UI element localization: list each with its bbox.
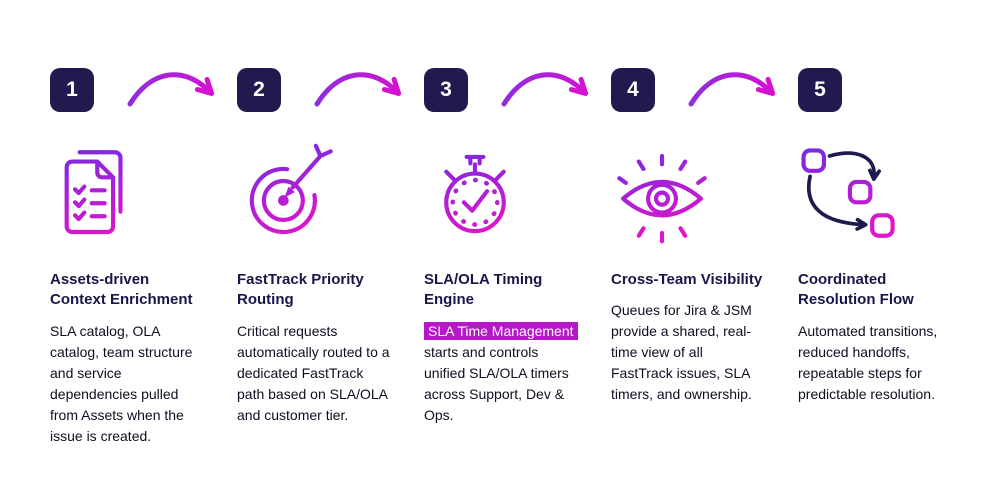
target-dart-icon bbox=[237, 138, 392, 250]
curved-arrow-right-icon bbox=[501, 72, 589, 107]
step-description-rest: starts and controls unified SLA/OLA time… bbox=[424, 343, 569, 423]
curved-arrow-right-icon bbox=[688, 72, 776, 107]
workflow-icon bbox=[798, 138, 953, 250]
step-description: Automated transitions, reduced handoffs,… bbox=[798, 322, 938, 402]
highlighted-text: SLA Time Management bbox=[424, 321, 578, 340]
step-number-badge: 2 bbox=[237, 68, 281, 112]
step-column: 2 FastTrack Priority Routing Critical re… bbox=[237, 68, 392, 447]
curved-arrow-right-icon bbox=[314, 72, 402, 107]
step-number-badge: 4 bbox=[611, 68, 655, 112]
step-title: SLA/OLA Timing Engine bbox=[424, 271, 543, 309]
step-title: Assets-driven Context Enrichment bbox=[50, 271, 193, 309]
step-description: Queues for Jira & JSM provide a shared, … bbox=[611, 302, 752, 403]
step-description: SLA Time Management starts and controls … bbox=[424, 321, 579, 426]
checklist-document-icon bbox=[50, 138, 205, 250]
step-column: 4 bbox=[611, 68, 766, 447]
step-title: Cross-Team Visibility bbox=[611, 271, 763, 288]
step-description: SLA catalog, OLA catalog, team structure… bbox=[50, 322, 193, 444]
steps-row: 1 Assets-driven Context bbox=[50, 68, 953, 447]
step-column: 1 Assets-driven Context bbox=[50, 68, 205, 447]
step-column: 5 Coordinated Resolution Flow Automated … bbox=[798, 68, 953, 447]
step-number-badge: 1 bbox=[50, 68, 94, 112]
eye-icon bbox=[611, 138, 766, 250]
step-title: FastTrack Priority Routing bbox=[237, 271, 364, 309]
step-description: Critical requests automatically routed t… bbox=[237, 322, 390, 423]
step-number-badge: 3 bbox=[424, 68, 468, 112]
step-column: 3 SLA/OLA Timing Engine SLA Time Managem… bbox=[424, 68, 579, 447]
stopwatch-icon bbox=[424, 138, 579, 250]
step-number-badge: 5 bbox=[798, 68, 842, 112]
curved-arrow-right-icon bbox=[127, 72, 215, 107]
step-title: Coordinated Resolution Flow bbox=[798, 271, 914, 309]
